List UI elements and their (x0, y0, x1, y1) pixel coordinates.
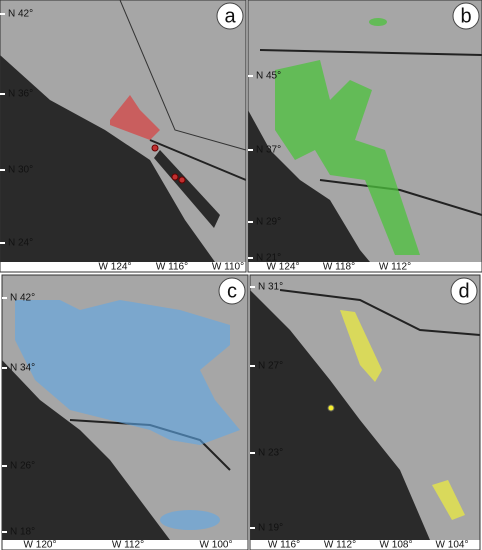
panel-letter: b (460, 5, 471, 27)
lat-label: N 30° (8, 165, 33, 176)
lon-label: W 116° (268, 540, 300, 550)
lon-label: W 112° (324, 540, 356, 550)
panel-letter: a (224, 5, 236, 27)
lon-label: W 116° (156, 262, 188, 273)
lat-label: N 37° (256, 145, 281, 156)
panel-letter-badge (216, 2, 244, 30)
lon-label: W 124° (267, 262, 300, 273)
panel-letter-badge (218, 277, 246, 305)
panel-c-map (2, 275, 248, 540)
lat-label: N 42° (10, 293, 35, 304)
lat-label: N 24° (8, 238, 33, 249)
tick-row (0, 262, 246, 272)
lon-label: W 110° (212, 262, 244, 273)
lat-label: N 45° (256, 71, 281, 82)
tick-row (248, 262, 482, 272)
lat-label: N 21° (256, 253, 281, 264)
lon-label: W 120° (24, 540, 57, 550)
tick-row (250, 540, 480, 550)
lat-label: N 27° (258, 361, 283, 372)
lat-label: N 18° (10, 527, 35, 538)
tick-row (2, 540, 248, 550)
lat-label: N 19° (258, 523, 283, 534)
panel-letter: c (227, 280, 237, 302)
panel-frame (247, 0, 482, 273)
panel-letter-badge (452, 2, 480, 30)
lat-label: N 42° (8, 9, 33, 20)
panel-d-map (250, 275, 481, 540)
lon-label: W 104° (436, 540, 469, 550)
lon-label: W 108° (380, 540, 413, 550)
panel-b-map (248, 0, 482, 262)
panel-frame (0, 0, 247, 273)
panel-frame (1, 274, 249, 550)
lon-label: W 118° (323, 262, 355, 273)
lon-label: W 112° (112, 540, 144, 550)
panel-letter: d (458, 280, 469, 302)
lon-label: W 112° (379, 262, 411, 273)
lat-label: N 34° (10, 363, 35, 374)
panel-letter-badge (450, 277, 478, 305)
lon-label: W 100° (200, 540, 233, 550)
lat-label: N 26° (10, 461, 35, 472)
lat-label: N 31° (258, 282, 283, 293)
lat-label: N 36° (8, 89, 33, 100)
panel-a-map (0, 0, 247, 262)
panel-frame (249, 274, 481, 550)
lon-label: W 124° (99, 262, 132, 273)
lat-label: N 29° (256, 217, 281, 228)
lat-label: N 23° (258, 448, 283, 459)
